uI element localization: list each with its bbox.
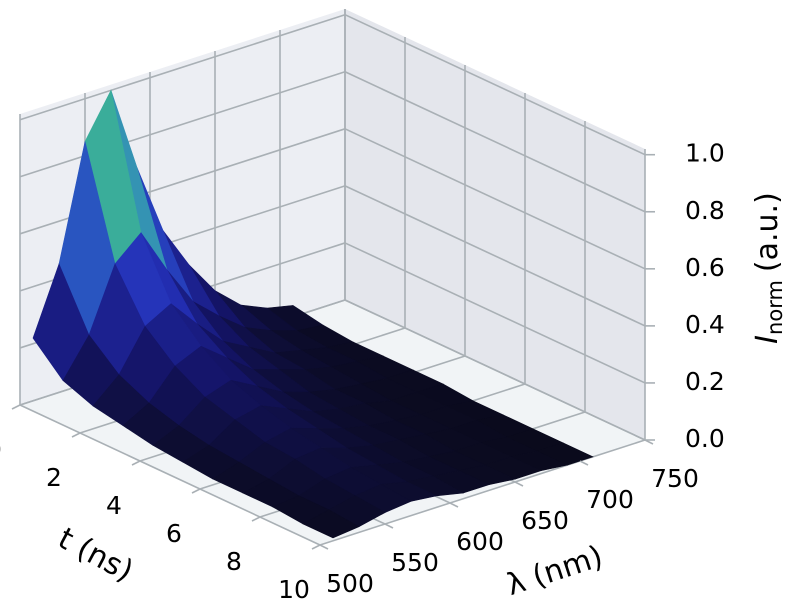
y-tick-label: 750 (651, 464, 699, 493)
surface-patch (302, 509, 360, 539)
surface (32, 89, 594, 539)
x-tick-label: 0 (0, 435, 2, 464)
z-label-main: I (750, 335, 785, 344)
y-tick-label: 650 (521, 506, 569, 535)
x-tick-label: 2 (46, 463, 62, 492)
z-tick-label: 0.4 (685, 310, 725, 339)
z-label-sub: norm (763, 280, 787, 335)
y-tick (319, 544, 329, 550)
x-tick-label: 10 (278, 575, 310, 604)
z-tick-label: 0.2 (685, 367, 725, 396)
y-tick-label: 500 (326, 569, 374, 598)
grid-line (19, 404, 321, 546)
z-axis-label: Inorm (a.u.) (750, 192, 788, 344)
back-right-pane (345, 9, 645, 440)
grid-line (344, 13, 646, 156)
grid-line (344, 185, 646, 327)
z-label-unit: (a.u.) (750, 192, 785, 272)
x-tick-label: 4 (106, 491, 122, 520)
x-tick-label: 8 (226, 547, 242, 576)
x-tick (191, 488, 201, 494)
y-tick (384, 523, 394, 529)
grid-line (344, 242, 646, 384)
axes: 0 2 4 6 8 10 500 550 600 650 700 750 0.0 0.2 0.4 0.6 0.8… (0, 139, 725, 604)
x-tick-label: 6 (166, 519, 182, 548)
x-tick (311, 544, 321, 550)
y-tick (449, 502, 459, 508)
z-tick-label: 0.6 (685, 253, 725, 282)
x-tick (251, 516, 261, 522)
grid-line (19, 13, 346, 121)
grid-line (344, 299, 646, 441)
y-tick-label: 700 (586, 485, 634, 514)
z-tick-label: 0.0 (685, 424, 725, 453)
z-tick-label: 0.8 (685, 196, 725, 225)
y-tick-label: 600 (456, 527, 504, 556)
x-tick (11, 404, 21, 410)
y-axis-label: λ (nm) (502, 539, 607, 603)
grid-line (19, 71, 346, 178)
x-axis-label: t (ns) (52, 521, 139, 589)
y-tick (579, 460, 589, 466)
x-tick (131, 460, 141, 466)
y-tick-label: 550 (391, 548, 439, 577)
z-tick-label: 1.0 (685, 139, 725, 168)
x-tick (71, 432, 81, 438)
grid-line (344, 71, 646, 213)
grid-line (344, 128, 646, 270)
y-tick (514, 481, 524, 487)
